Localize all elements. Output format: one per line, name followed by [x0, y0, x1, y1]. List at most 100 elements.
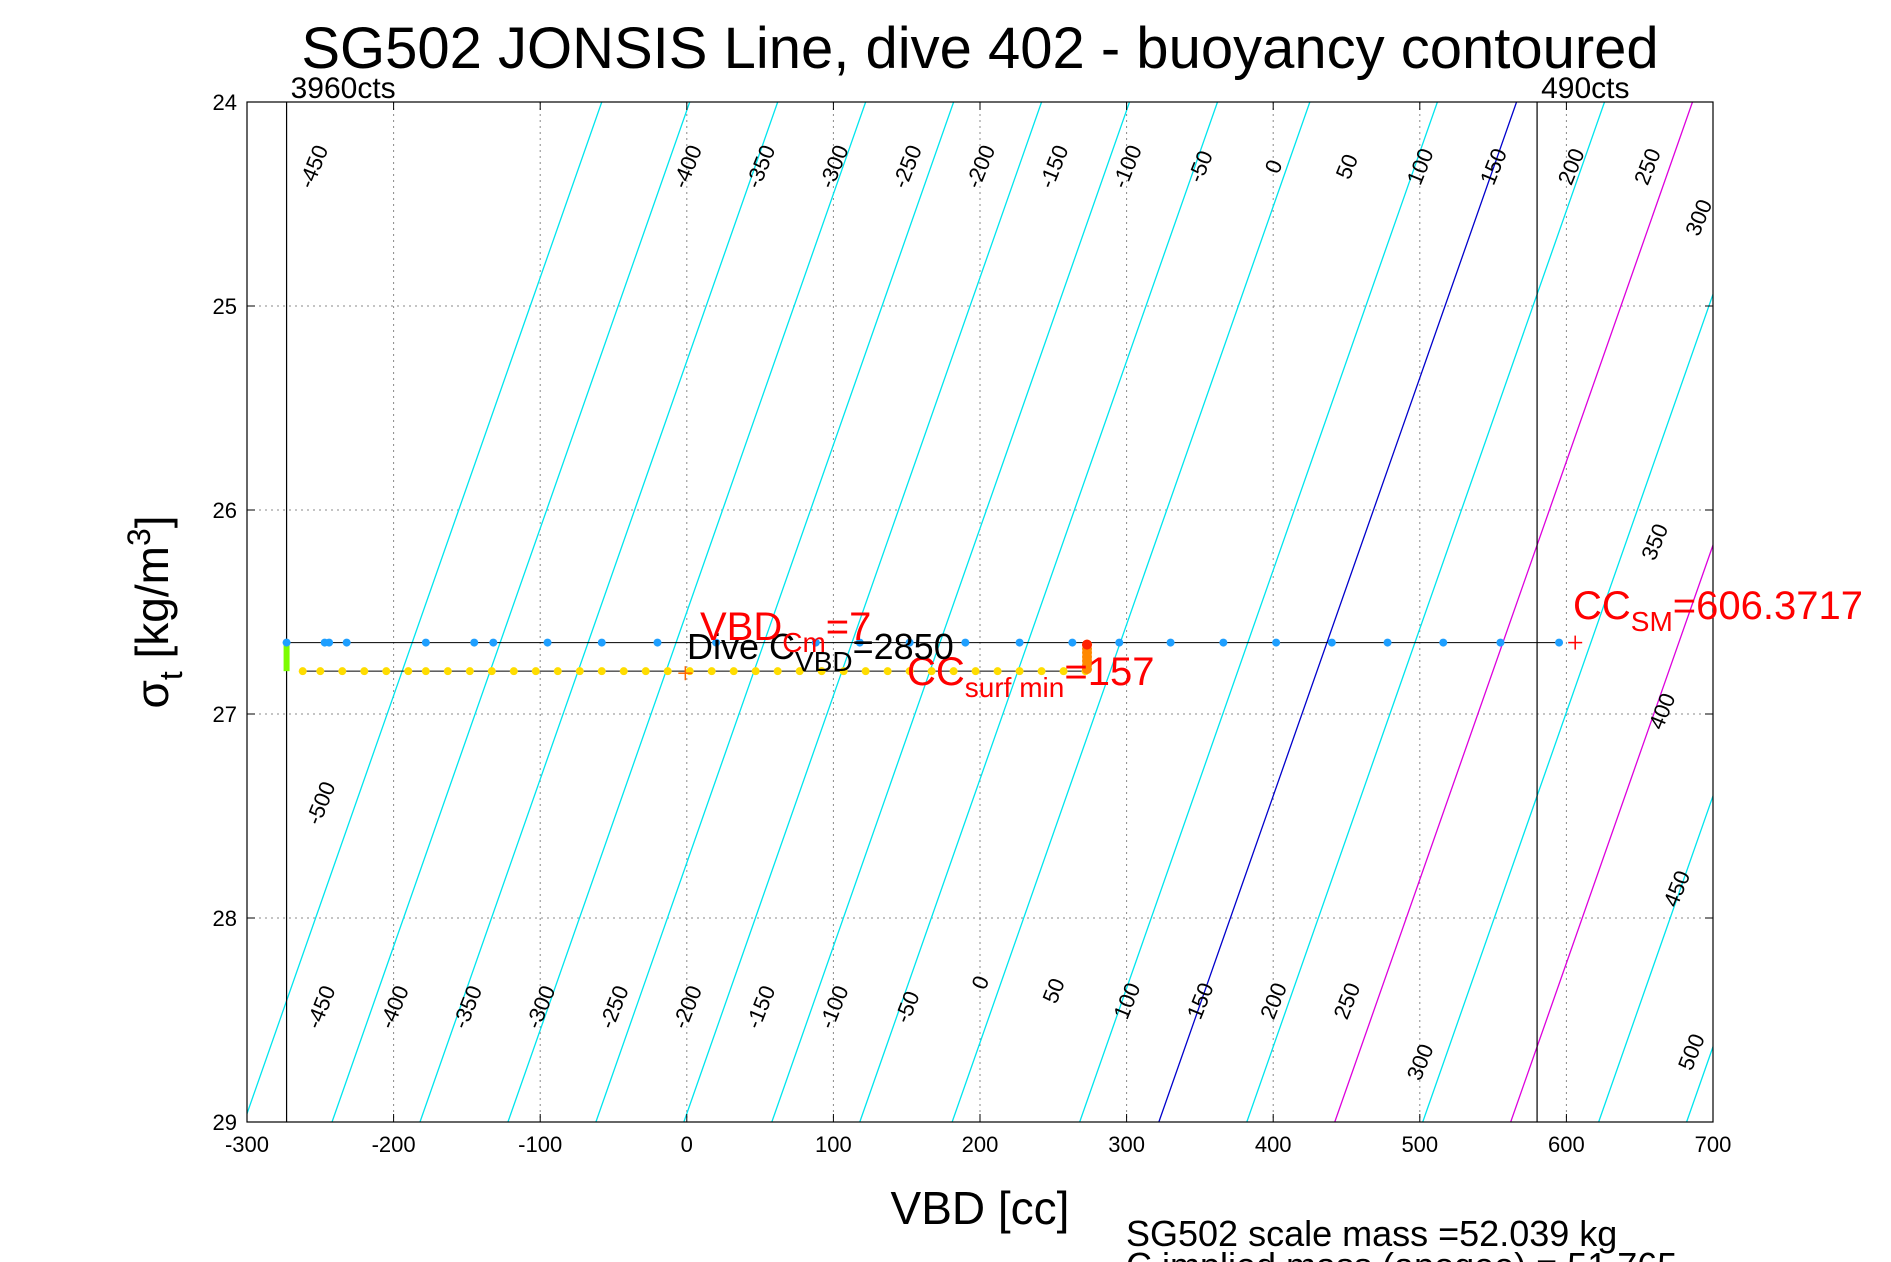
- contour-label: 250: [1328, 979, 1365, 1022]
- ascent-point: [685, 667, 694, 676]
- annotation-vbd-cm: VBDCm=7: [700, 605, 871, 658]
- surface-point: [1082, 664, 1093, 675]
- y-tick-label: 29: [213, 1110, 237, 1135]
- descent-point: [1496, 638, 1505, 647]
- ascent-point: [707, 667, 716, 676]
- ascent-point: [971, 667, 980, 676]
- ascent-point: [839, 667, 848, 676]
- x-tick-label: 600: [1548, 1132, 1585, 1157]
- contour-label: 50: [1331, 150, 1363, 182]
- contour-line: [507, 102, 867, 1122]
- contour-label: 200: [1255, 979, 1292, 1022]
- contour-label: 150: [1182, 979, 1219, 1022]
- descent-point: [961, 638, 970, 647]
- grid: [246, 101, 1714, 1123]
- ascent-point: [817, 667, 826, 676]
- ascent-point: [316, 667, 325, 676]
- contour-line: [771, 102, 1131, 1122]
- annotation-cc-sm: CCSM=606.3717: [1573, 584, 1863, 637]
- ascent-point: [443, 667, 452, 676]
- y-axis-label-main: σ: [126, 680, 178, 708]
- y-axis-label: σt [kg/m3]: [121, 515, 189, 708]
- ascent-point: [421, 667, 430, 676]
- ascent-point: [751, 667, 760, 676]
- contour-label: 300: [1680, 196, 1717, 239]
- x-axis-ticks: -300 -200 -100 0 100 200 300 400 500 600 700: [225, 102, 1731, 1157]
- x-tick-label: 400: [1255, 1132, 1292, 1157]
- ascent-point: [487, 667, 496, 676]
- contour-line: [1158, 102, 1518, 1122]
- contour-line: [683, 102, 1043, 1122]
- descent-point: [1166, 638, 1175, 647]
- limit-line-label: 490cts: [1541, 72, 1629, 105]
- x-tick-label: -100: [518, 1132, 562, 1157]
- x-tick-label: -300: [225, 1132, 269, 1157]
- descent-point: [1068, 638, 1077, 647]
- descent-point: [1555, 638, 1564, 647]
- descent-point: [1327, 638, 1336, 647]
- descent-point: [320, 638, 329, 647]
- contour-label: 200: [1553, 145, 1590, 188]
- contour-line: [419, 102, 779, 1122]
- contour-label: -250: [594, 982, 634, 1032]
- contour-label: 0: [1260, 156, 1288, 177]
- contour-label: -300: [521, 982, 561, 1032]
- contour-label: 450: [1658, 867, 1695, 910]
- ascent-point: [993, 667, 1002, 676]
- y-tick-label: 24: [213, 90, 237, 115]
- contour-label: 50: [1038, 975, 1070, 1007]
- ascent-point: [553, 667, 562, 676]
- footer-implied-mass: C implied mass (apogee) = 51.765: [1126, 1245, 1677, 1262]
- ascent-point: [883, 667, 892, 676]
- contour-label: 100: [1109, 979, 1146, 1022]
- contour-label: -250: [887, 141, 927, 191]
- ascent-point: [861, 667, 870, 676]
- contour-labels: -450 -400 -350 -300 -250 -200 -150 -100 -50 0 50 10…: [294, 141, 1718, 1083]
- chart-title: SG502 JONSIS Line, dive 402 - buoyancy c…: [301, 16, 1658, 81]
- buoyancy-contours: [247, 102, 1713, 1122]
- ascent-point: [382, 667, 391, 676]
- ascent-point: [575, 667, 584, 676]
- descent-point: [905, 638, 914, 647]
- y-axis-label-sub: t: [153, 671, 189, 680]
- contour-label: -150: [1034, 141, 1074, 191]
- contour-label: 100: [1402, 145, 1439, 188]
- contour-label: 400: [1644, 689, 1681, 732]
- descent-point: [470, 638, 479, 647]
- contour-line: [1422, 292, 1713, 1122]
- markers: [678, 635, 1583, 681]
- x-tick-label: 300: [1108, 1132, 1145, 1157]
- descent-point: [421, 638, 430, 647]
- descent-point: [282, 638, 291, 647]
- descent-point: [712, 638, 721, 647]
- contour-label: -50: [1183, 147, 1218, 186]
- x-tick-label: -200: [372, 1132, 416, 1157]
- contour-label: -450: [301, 982, 341, 1032]
- descent-point: [811, 638, 820, 647]
- descent-point: [1439, 638, 1448, 647]
- x-tick-label: 0: [681, 1132, 693, 1157]
- ascent-point: [1059, 667, 1068, 676]
- annotation-cc-surf-min: CCsurf min=157: [907, 650, 1154, 703]
- contour-label: 500: [1673, 1030, 1710, 1073]
- limit-line-label: 3960cts: [291, 72, 396, 105]
- contour-label: 0: [966, 972, 994, 993]
- contour-label: -150: [741, 982, 781, 1032]
- descent-point: [653, 638, 662, 647]
- x-tick-label: 200: [962, 1132, 999, 1157]
- ascent-point: [360, 667, 369, 676]
- contour-label: -200: [667, 982, 707, 1032]
- ascent-point: [509, 667, 518, 676]
- y-axis-label-sup: 3: [121, 528, 157, 546]
- ascent-point: [641, 667, 650, 676]
- svg-text:σt [kg/m3]: σt [kg/m3]: [121, 515, 189, 708]
- contour-label: -350: [447, 982, 487, 1032]
- annotation-dive-c-vbd: Dive CVBD=2850: [687, 626, 954, 677]
- ascent-point: [729, 667, 738, 676]
- y-tick-label: 28: [213, 906, 237, 931]
- descent-point: [1219, 638, 1228, 647]
- contour-label: -350: [741, 141, 781, 191]
- y-tick-label: 27: [213, 702, 237, 727]
- contour-line: [859, 102, 1219, 1122]
